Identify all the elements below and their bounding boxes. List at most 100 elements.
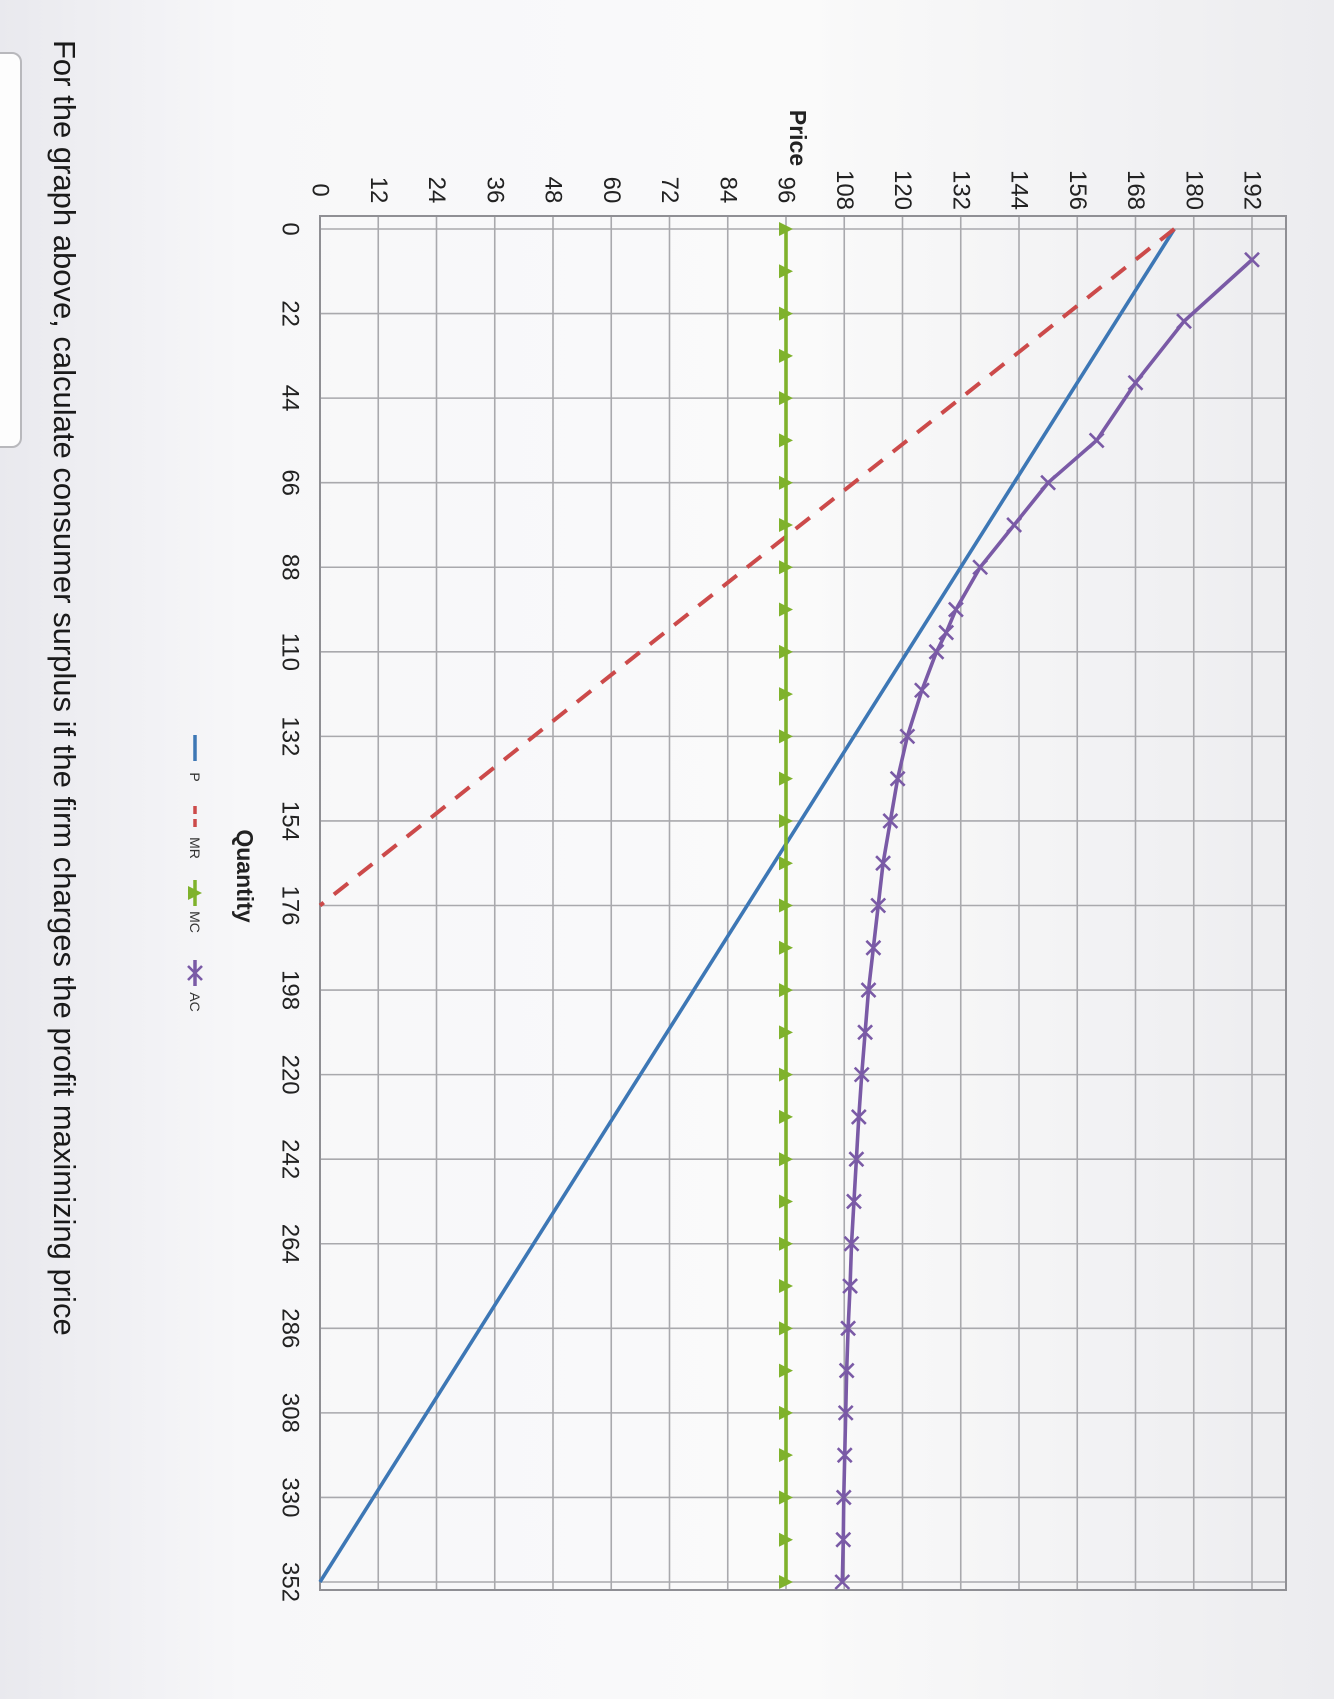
marker-ac bbox=[837, 1404, 854, 1421]
marker-mc bbox=[779, 856, 793, 871]
tick-label-quantity: 352 bbox=[277, 1562, 304, 1602]
question-text-block: For the graph above, calculate consumer … bbox=[40, 40, 86, 1680]
marker-mc bbox=[779, 222, 793, 236]
tick-label-price: 0 bbox=[307, 183, 334, 196]
marker-mc bbox=[779, 1025, 793, 1040]
marker-ac bbox=[889, 770, 906, 787]
series-line-mr bbox=[318, 227, 1176, 908]
legend-item-mr: MR bbox=[187, 806, 203, 859]
marker-mc bbox=[779, 940, 793, 955]
tick-label-price: 144 bbox=[1006, 170, 1033, 210]
x-axis-title: Quantity bbox=[232, 829, 258, 922]
marker-ac bbox=[836, 1447, 853, 1464]
marker-mc bbox=[779, 1448, 793, 1463]
marker-mc bbox=[779, 983, 793, 998]
tick-label-price: 132 bbox=[947, 170, 974, 210]
series-line-ac bbox=[840, 258, 1254, 1583]
legend-item-mc: MC bbox=[187, 880, 203, 933]
tick-label-quantity: 242 bbox=[277, 1139, 304, 1179]
marker-ac bbox=[875, 855, 892, 872]
marker-ac bbox=[928, 643, 945, 660]
series-mc bbox=[779, 222, 793, 1589]
tick-label-quantity: 132 bbox=[277, 716, 304, 756]
marker-ac bbox=[938, 624, 955, 641]
tick-label-price: 24 bbox=[423, 177, 450, 204]
marker-mc bbox=[779, 1405, 793, 1420]
tick-label-price: 48 bbox=[540, 177, 567, 204]
legend-label-p: P bbox=[187, 772, 203, 781]
marker-ac bbox=[1127, 374, 1144, 391]
tick-label-quantity: 22 bbox=[277, 300, 304, 327]
series-mr bbox=[318, 227, 1176, 908]
series-ac bbox=[834, 251, 1260, 1590]
marker-mc bbox=[779, 1532, 793, 1547]
marker-ac bbox=[1244, 251, 1260, 268]
marker-mc bbox=[779, 1279, 793, 1294]
marker-ac bbox=[857, 1024, 874, 1041]
legend-label-mr: MR bbox=[187, 837, 203, 859]
marker-ac bbox=[840, 1320, 857, 1337]
legend-item-ac: AC bbox=[187, 960, 203, 1012]
tick-label-price: 108 bbox=[831, 170, 858, 210]
marker-mc bbox=[779, 687, 793, 702]
marker-ac bbox=[1006, 517, 1023, 533]
plot-frame bbox=[319, 215, 1287, 1591]
marker-ac bbox=[913, 682, 930, 699]
marker-ac bbox=[860, 982, 877, 998]
marker-mc bbox=[779, 1363, 793, 1378]
marker-ac bbox=[972, 559, 989, 576]
tick-label-quantity: 330 bbox=[277, 1477, 304, 1517]
tick-label-price: 156 bbox=[1064, 170, 1091, 210]
tick-label-quantity: 198 bbox=[277, 970, 304, 1010]
tick-label-quantity: 220 bbox=[277, 1055, 304, 1095]
marker-ac bbox=[838, 1362, 855, 1379]
tick-label-price: 36 bbox=[481, 177, 508, 204]
answer-input[interactable] bbox=[0, 52, 22, 448]
marker-mc bbox=[779, 1490, 793, 1505]
tick-label-price: 120 bbox=[889, 170, 916, 210]
marker-ac bbox=[834, 1574, 851, 1590]
marker-ac bbox=[865, 939, 882, 956]
tick-label-price: 12 bbox=[365, 177, 392, 204]
tick-label-quantity: 176 bbox=[277, 885, 304, 925]
marker-ac bbox=[843, 1235, 860, 1252]
marker-mc bbox=[188, 886, 202, 900]
marker-ac bbox=[187, 965, 203, 981]
marker-mc bbox=[779, 433, 793, 448]
marker-mc bbox=[779, 391, 793, 406]
marker-mc bbox=[779, 517, 793, 532]
marker-ac bbox=[853, 1066, 870, 1083]
marker-ac bbox=[947, 601, 964, 618]
marker-mc bbox=[779, 1236, 793, 1251]
tick-label-quantity: 88 bbox=[277, 554, 304, 581]
tick-label-price: 180 bbox=[1180, 170, 1207, 210]
marker-mc bbox=[779, 264, 793, 279]
marker-mc bbox=[779, 1194, 793, 1209]
tick-label-price: 168 bbox=[1122, 170, 1149, 210]
marker-ac bbox=[882, 813, 899, 829]
tick-label-quantity: 44 bbox=[277, 385, 304, 412]
tick-label-price: 192 bbox=[1239, 170, 1266, 210]
marker-ac bbox=[842, 1278, 858, 1294]
marker-mc bbox=[779, 729, 793, 744]
legend-label-mc: MC bbox=[187, 911, 203, 933]
legend-item-p: P bbox=[187, 735, 203, 782]
marker-mc bbox=[779, 1067, 793, 1082]
marker-mc bbox=[779, 1321, 793, 1336]
tick-label-quantity: 66 bbox=[277, 469, 304, 496]
marker-ac bbox=[1176, 313, 1192, 330]
marker-ac bbox=[870, 897, 887, 914]
tick-label-quantity: 264 bbox=[277, 1224, 304, 1264]
tick-label-price: 72 bbox=[656, 177, 683, 204]
marker-mc bbox=[779, 898, 793, 913]
marker-mc bbox=[779, 1109, 793, 1124]
tick-labels: 0 12 24 36 48 60 72 84 96 108 120 132 144 156 168 180 19… bbox=[277, 170, 1266, 1602]
series-line-p bbox=[318, 228, 1176, 1583]
tick-label-quantity: 286 bbox=[277, 1308, 304, 1348]
marker-mc bbox=[779, 560, 793, 575]
tick-label-quantity: 110 bbox=[277, 633, 304, 671]
tick-label-price: 60 bbox=[598, 177, 625, 204]
marker-ac bbox=[835, 1489, 852, 1506]
